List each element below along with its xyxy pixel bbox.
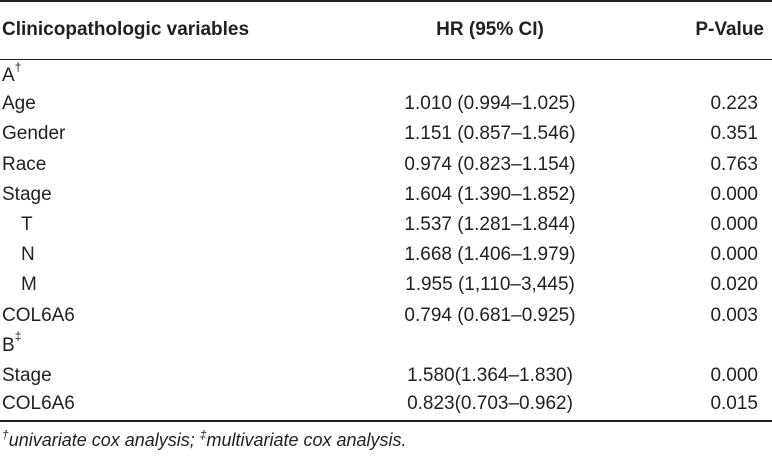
table-row: COL6A6 0.823(0.703–0.962) 0.015 bbox=[0, 391, 772, 422]
pvalue-cell: 0.020 bbox=[710, 274, 758, 296]
table-row: Race 0.974 (0.823–1.154) 0.763 bbox=[0, 150, 772, 180]
table-row: M 1.955 (1,110–3,445) 0.020 bbox=[0, 270, 772, 300]
variable-cell: M bbox=[21, 274, 37, 296]
table-row: N 1.668 (1.406–1.979) 0.000 bbox=[0, 240, 772, 270]
hr-cell: 1.580(1.364–1.830) bbox=[407, 364, 573, 386]
pvalue-cell: 0.000 bbox=[710, 364, 758, 386]
pvalue-cell: 0.000 bbox=[710, 244, 758, 266]
header-row: Clinicopathologic variables HR (95% CI) … bbox=[0, 1, 772, 59]
pvalue-cell: 0.000 bbox=[710, 183, 758, 205]
results-table-container: Clinicopathologic variables HR (95% CI) … bbox=[0, 1, 772, 451]
footnote-mark-multivariate: ‡ bbox=[199, 428, 207, 443]
hr-cell: 1.668 (1.406–1.979) bbox=[404, 244, 576, 266]
variable-cell: N bbox=[21, 244, 35, 266]
table-row: Stage 1.604 (1.390–1.852) 0.000 bbox=[0, 180, 772, 210]
variable-cell: Gender bbox=[2, 123, 66, 145]
cox-regression-table: Clinicopathologic variables HR (95% CI) … bbox=[0, 1, 772, 422]
header-hr: HR (95% CI) bbox=[436, 19, 544, 41]
pvalue-cell: 0.015 bbox=[710, 392, 758, 414]
variable-cell: T bbox=[21, 214, 33, 236]
footnote-mark-univariate: † bbox=[2, 428, 9, 443]
footnote-text-univariate: univariate cox analysis; bbox=[8, 430, 200, 451]
table-header: Clinicopathologic variables HR (95% CI) … bbox=[0, 1, 772, 59]
variable-cell: Stage bbox=[2, 183, 52, 205]
table-row: Stage 1.580(1.364–1.830) 0.000 bbox=[0, 361, 772, 391]
table-row: COL6A6 0.794 (0.681–0.925) 0.003 bbox=[0, 301, 772, 331]
section-b-row: B‡ bbox=[0, 329, 772, 361]
hr-cell: 0.974 (0.823–1.154) bbox=[404, 153, 576, 175]
hr-cell: 1.151 (0.857–1.546) bbox=[404, 123, 576, 145]
section-a-row: A† bbox=[0, 59, 772, 89]
hr-cell: 1.604 (1.390–1.852) bbox=[404, 183, 576, 205]
hr-cell: 0.823(0.703–0.962) bbox=[407, 392, 573, 414]
table-footnote: †univariate cox analysis; ‡multivariate … bbox=[0, 428, 772, 451]
table-row: Age 1.010 (0.994–1.025) 0.223 bbox=[0, 89, 772, 119]
table-row: T 1.537 (1.281–1.844) 0.000 bbox=[0, 210, 772, 240]
pvalue-cell: 0.351 bbox=[710, 123, 758, 145]
multivariate-footnote-mark: ‡ bbox=[14, 329, 22, 344]
variable-cell: Stage bbox=[2, 364, 52, 386]
variable-cell: COL6A6 bbox=[2, 392, 75, 414]
pvalue-cell: 0.763 bbox=[710, 153, 758, 175]
pvalue-cell: 0.223 bbox=[710, 93, 758, 115]
table-body: A† Age 1.010 (0.994–1.025) 0.223 Gender … bbox=[0, 59, 772, 422]
hr-cell: 1.955 (1,110–3,445) bbox=[405, 274, 575, 296]
univariate-footnote-mark: † bbox=[14, 60, 22, 75]
hr-cell: 0.794 (0.681–0.925) bbox=[404, 304, 576, 326]
variable-cell: Age bbox=[2, 93, 36, 115]
hr-cell: 1.010 (0.994–1.025) bbox=[404, 93, 576, 115]
header-variable: Clinicopathologic variables bbox=[2, 19, 250, 41]
variable-cell: COL6A6 bbox=[2, 304, 75, 326]
hr-cell: 1.537 (1.281–1.844) bbox=[404, 214, 576, 236]
section-b-label: B‡ bbox=[2, 329, 22, 356]
header-pvalue: P-Value bbox=[695, 19, 764, 41]
pvalue-cell: 0.000 bbox=[710, 214, 758, 236]
variable-cell: Race bbox=[2, 153, 47, 175]
pvalue-cell: 0.003 bbox=[710, 304, 758, 326]
table-row: Gender 1.151 (0.857–1.546) 0.351 bbox=[0, 119, 772, 149]
section-a-label: A† bbox=[2, 60, 22, 87]
footnote-text-multivariate: multivariate cox analysis. bbox=[206, 430, 407, 451]
